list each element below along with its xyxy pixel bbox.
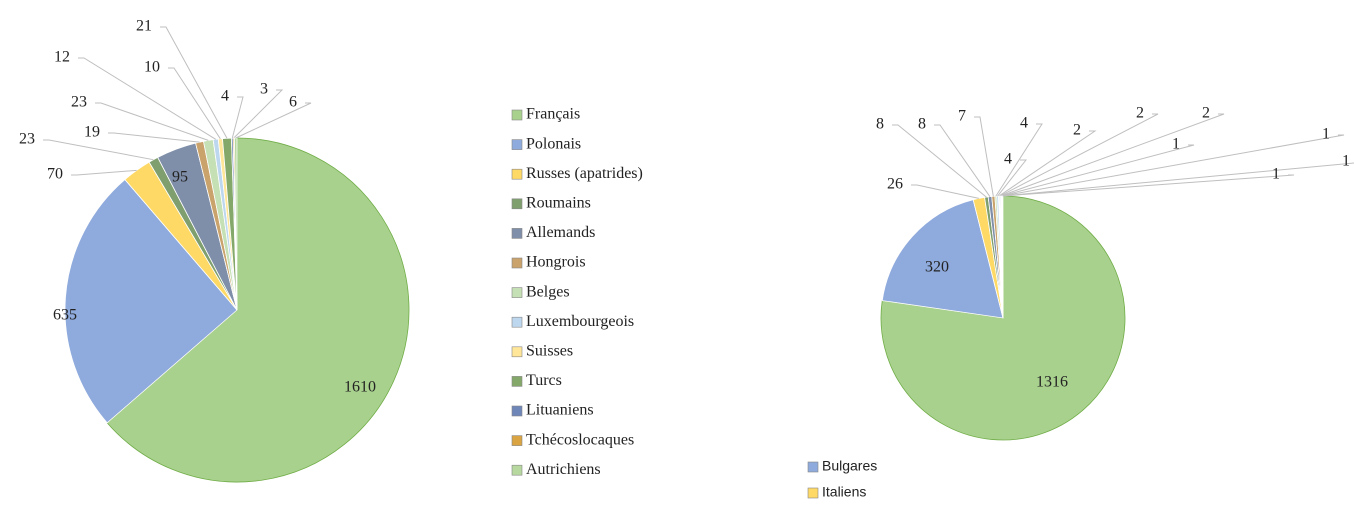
data-label: 4 [1020,115,1028,132]
legend-swatch [511,139,523,150]
data-label: 1316 [1036,374,1068,391]
leader-line [231,96,244,139]
legend-swatch [511,257,523,269]
legend-label: Luxembourgeois [526,313,634,330]
data-label: 2 [1073,122,1081,139]
leader-line [1001,144,1195,197]
pie-slice [64,178,238,424]
data-label: 1 [1172,136,1180,153]
data-label: 95 [172,169,188,186]
data-label: 320 [925,259,949,276]
leader-line [1000,113,1225,197]
legend-label: Tchécoslocaques [526,431,634,448]
leader-line [233,89,284,139]
data-label: 8 [918,116,926,133]
legend-swatch [511,228,523,239]
data-label: 1610 [344,379,376,396]
legend-swatch [511,346,523,358]
data-label: 7 [958,108,966,125]
leader-line [235,102,312,139]
data-label: 23 [71,94,87,111]
legend-label: Hongrois [526,254,586,271]
data-label: 19 [84,124,100,141]
data-label: 4 [221,88,229,105]
legend-swatch [807,461,819,473]
data-label: 26 [887,176,903,193]
legend-label: Allemands [526,224,595,241]
leader-line [934,124,991,197]
legend-label: Bulgares [822,458,877,474]
leader-line [911,184,979,199]
data-label: 1 [1322,126,1330,143]
legend-label: Italiens [822,484,866,500]
legend-label: Français [526,106,580,123]
pie-slice [106,137,410,483]
legend-label: Autrichiens [526,461,601,478]
data-label: 3 [260,81,268,98]
leader-line [43,139,154,161]
leader-line [1002,162,1354,197]
legend-swatch [807,487,819,499]
data-label: 21 [136,18,152,35]
pie-slice [234,137,238,311]
data-label: 70 [47,166,63,183]
pie-slice [881,199,1004,319]
leader-line [1002,174,1295,197]
data-label: 2 [1202,105,1210,122]
leader-line [1001,134,1345,197]
leader-line [997,159,1028,197]
data-label: 6 [289,94,297,111]
legend-label: Lituaniens [526,402,594,419]
legend-swatch [511,287,523,298]
legend-swatch [511,405,523,417]
data-label: 23 [19,131,35,148]
legend-label: Turcs [526,372,562,389]
data-label: 1 [1272,166,1280,183]
legend-label: Belges [526,283,570,300]
legend-label: Russes (apatrides) [526,165,643,182]
legend-swatch [511,435,523,446]
legend-swatch [511,464,523,476]
leader-line [974,116,994,197]
data-label: 2 [1136,105,1144,122]
leader-line [999,113,1159,197]
leader-line [78,57,216,140]
data-label: 8 [876,116,884,133]
legend-label: Roumains [526,194,591,211]
leader-line [160,26,228,139]
leader-line [892,124,987,198]
legend-swatch [511,168,523,180]
leader-line [108,132,200,143]
leader-line [168,67,221,140]
legend-label: Polonais [526,135,581,152]
leader-line [998,130,1097,197]
legend-swatch [511,198,523,210]
data-label: 10 [144,59,160,76]
data-label: 12 [54,49,70,66]
legend-swatch [511,316,523,328]
legend-label: Suisses [526,342,573,359]
data-label: 1 [1342,153,1350,170]
data-label: 635 [53,307,77,324]
leader-line [95,102,209,141]
legend-swatch [511,376,523,387]
leader-line [995,123,1043,197]
leader-line [71,169,137,176]
legend-swatch [511,109,523,121]
data-label: 4 [1004,151,1012,168]
